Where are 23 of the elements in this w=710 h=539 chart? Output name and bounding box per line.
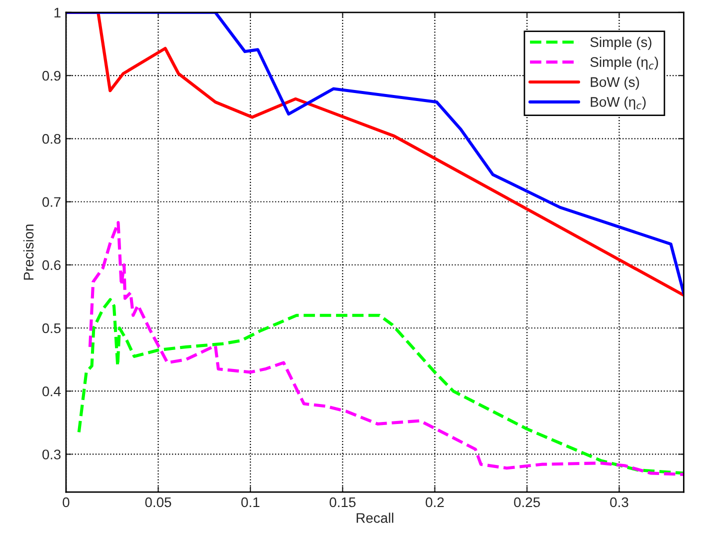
y-tick-label: 1 <box>54 8 60 18</box>
y-tick-label: 0.3 <box>42 450 61 460</box>
y-tick-label: 0.8 <box>42 134 61 144</box>
x-tick-label: 0.15 <box>330 497 356 508</box>
line-series <box>77 298 684 475</box>
x-axis-title: Recall <box>356 512 394 523</box>
y-tick-label: 0.9 <box>42 70 61 81</box>
legend-label: BoW (s) <box>590 76 639 90</box>
legend-label: BoW (η$_{c}$) <box>590 96 646 110</box>
x-tick-label: 0.25 <box>514 497 540 508</box>
line-series <box>88 221 684 476</box>
y-tick-label: 0.6 <box>42 260 61 270</box>
x-tick-label: 0.05 <box>145 497 172 508</box>
legend-label: Simple (s) <box>590 36 652 50</box>
legend-label: Simple (η$_{c}$) <box>590 56 658 70</box>
y-tick-label: 0.5 <box>42 323 61 334</box>
x-tick-label: 0.2 <box>426 497 444 508</box>
y-tick-label: 0.7 <box>42 197 60 207</box>
x-tick-label: 0.1 <box>241 497 260 508</box>
x-tick-label: 0 <box>62 497 70 508</box>
y-axis-title: Precision <box>23 224 34 280</box>
y-tick-label: 0.4 <box>42 386 61 396</box>
x-tick-label: 0.3 <box>610 497 628 508</box>
